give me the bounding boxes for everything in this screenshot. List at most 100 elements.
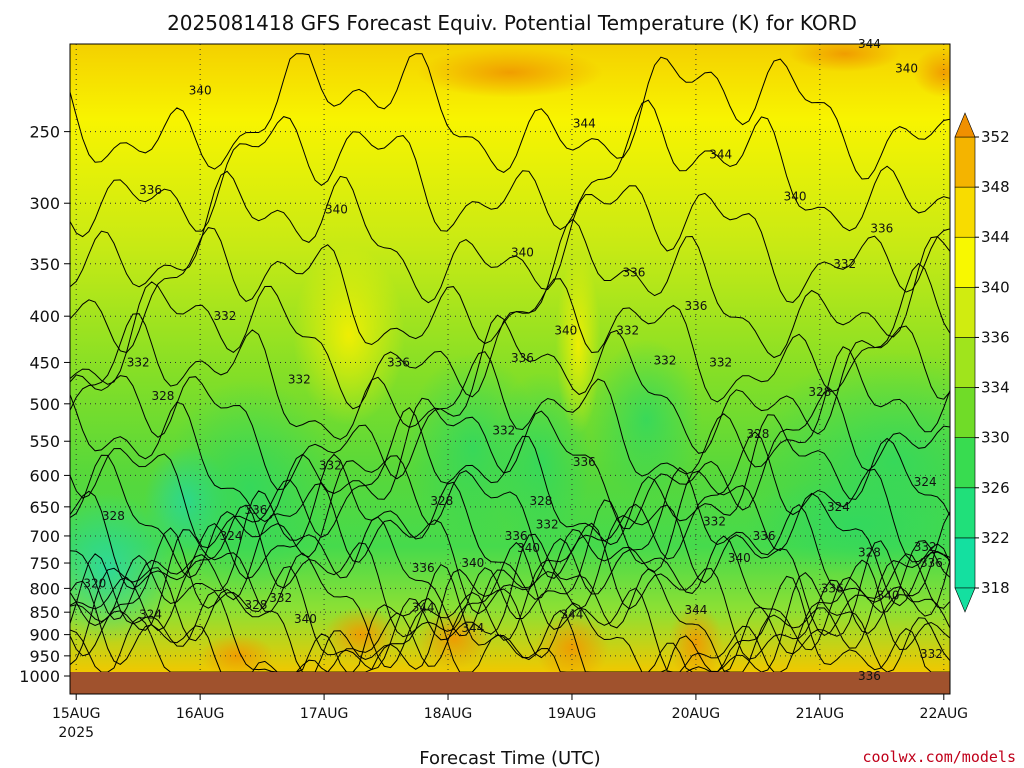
contour-line-13 bbox=[70, 499, 950, 651]
x-axis: 15AUG 2025 16AUG 17AUG 18AUG 19AUG 20AUG 21AUG 2… bbox=[52, 694, 968, 741]
contour-label: 332 bbox=[127, 355, 150, 369]
contour-label: 340 bbox=[325, 203, 348, 217]
contour-label: 340 bbox=[294, 612, 317, 626]
contour-label: 344 bbox=[561, 607, 584, 621]
colorbar-tick-label: 322 bbox=[981, 529, 1010, 547]
field-shading bbox=[70, 44, 950, 672]
contour-label: 344 bbox=[573, 117, 596, 131]
y-tick-label: 1000 bbox=[19, 667, 60, 686]
field-shade-6 bbox=[162, 378, 337, 599]
contour-line-1 bbox=[70, 99, 950, 238]
colorbar-segment bbox=[954, 387, 976, 438]
contour-line-18 bbox=[70, 563, 950, 672]
colorbar-tick-label: 334 bbox=[981, 379, 1010, 397]
contour-line-5 bbox=[70, 313, 950, 454]
plot-area bbox=[70, 44, 950, 672]
y-tick-label: 600 bbox=[29, 466, 60, 485]
contour-label: 336 bbox=[139, 183, 162, 197]
contour-line-12 bbox=[70, 490, 950, 637]
contour-label: 340 bbox=[554, 324, 577, 338]
contour-label: 328 bbox=[430, 494, 453, 508]
contour-label: 344 bbox=[858, 37, 881, 51]
field-shade-13 bbox=[668, 603, 724, 672]
grid-lines bbox=[70, 44, 950, 672]
y-tick-label: 750 bbox=[29, 554, 60, 573]
colorbar-segment bbox=[954, 287, 976, 338]
x-tick-label: 20AUG bbox=[672, 706, 721, 722]
colorbar-tick-label: 330 bbox=[981, 429, 1010, 447]
contour-label: 332 bbox=[319, 458, 342, 472]
contour-label: 332 bbox=[492, 423, 515, 437]
contour-label: 344 bbox=[684, 603, 707, 617]
y-tick-label: 350 bbox=[29, 255, 60, 274]
colorbar-tick-label: 336 bbox=[981, 328, 1010, 346]
contour-label: 340 bbox=[728, 551, 751, 565]
x-tick-label: 15AUG bbox=[52, 706, 101, 722]
colorbar-segment bbox=[954, 437, 976, 489]
colorbar-segment bbox=[954, 537, 976, 589]
contour-label: 344 bbox=[709, 148, 732, 162]
contour-label: 328 bbox=[102, 509, 125, 523]
y-tick-label: 850 bbox=[29, 603, 60, 622]
contour-label: 340 bbox=[511, 245, 534, 259]
y-tick-label: 300 bbox=[29, 194, 60, 213]
field-shade-7 bbox=[590, 339, 703, 500]
colorbar-segment bbox=[954, 487, 976, 539]
y-tick-label: 950 bbox=[29, 647, 60, 666]
contour-line-7 bbox=[70, 388, 950, 530]
colorbar-segment bbox=[954, 337, 976, 388]
contour-line-11 bbox=[70, 467, 950, 621]
y-tick-label: 500 bbox=[29, 395, 60, 414]
contour-label: 332 bbox=[653, 354, 676, 368]
contour-line-16 bbox=[70, 540, 950, 672]
contour-label: 344 bbox=[412, 601, 435, 615]
field-shade-5 bbox=[745, 474, 950, 575]
contour-label: 336 bbox=[387, 355, 410, 369]
contour-label: 332 bbox=[616, 324, 639, 338]
contour-label: 336 bbox=[753, 529, 776, 543]
contour-label: 336 bbox=[412, 561, 435, 575]
x-tick-label: 18AUG bbox=[424, 706, 473, 722]
y-tick-label: 700 bbox=[29, 527, 60, 546]
colorbar-segment bbox=[954, 186, 976, 238]
ground-below-surface bbox=[70, 672, 950, 694]
y-tick-label: 400 bbox=[29, 307, 60, 326]
field-shade-15 bbox=[417, 47, 603, 98]
y-tick-label: 250 bbox=[29, 123, 60, 142]
field-shade-0 bbox=[70, 493, 176, 644]
contour-label: 328 bbox=[858, 545, 881, 559]
x-tick-label: 22AUG bbox=[920, 706, 969, 722]
contour-label: 328 bbox=[808, 385, 831, 399]
colorbar: 318 322 326 330 334 336 340 344 348 352 bbox=[954, 112, 1010, 613]
contour-label: 336 bbox=[684, 299, 707, 313]
contour-label: 332 bbox=[920, 647, 943, 661]
contour-label: 340 bbox=[189, 83, 212, 97]
contour-line-19 bbox=[70, 575, 950, 672]
contour-label: 324 bbox=[914, 475, 937, 489]
contour-label: 336 bbox=[858, 669, 881, 683]
contour-line-6 bbox=[70, 346, 950, 491]
contour-label: 328 bbox=[152, 389, 175, 403]
y-tick-label: 650 bbox=[29, 498, 60, 517]
contour-label: 332 bbox=[536, 518, 559, 532]
contour-line-10 bbox=[70, 453, 950, 607]
x-tick-label: 17AUG bbox=[300, 706, 349, 722]
contour-label: 336 bbox=[821, 581, 844, 595]
colorbar-segment bbox=[954, 236, 976, 288]
colorbar-tick-label: 344 bbox=[981, 228, 1010, 246]
contour-label: 340 bbox=[895, 62, 918, 76]
contour-label: 332 bbox=[709, 355, 732, 369]
y-tick-label: 450 bbox=[29, 353, 60, 372]
contour-label: 324 bbox=[220, 529, 243, 543]
credit-text: coolwx.com/models bbox=[862, 748, 1016, 766]
contour-line-0 bbox=[70, 53, 950, 180]
colorbar-extend-bottom bbox=[954, 587, 976, 613]
field-shade-17 bbox=[912, 47, 950, 98]
field-shade-10 bbox=[324, 606, 399, 663]
colorbar-tick-label: 326 bbox=[981, 479, 1010, 497]
contour-label: 340 bbox=[877, 589, 900, 603]
contour-line-3 bbox=[70, 218, 950, 359]
contour-label: 332 bbox=[213, 309, 236, 323]
contour-label: 332 bbox=[269, 591, 292, 605]
contour-label: 328 bbox=[244, 598, 267, 612]
